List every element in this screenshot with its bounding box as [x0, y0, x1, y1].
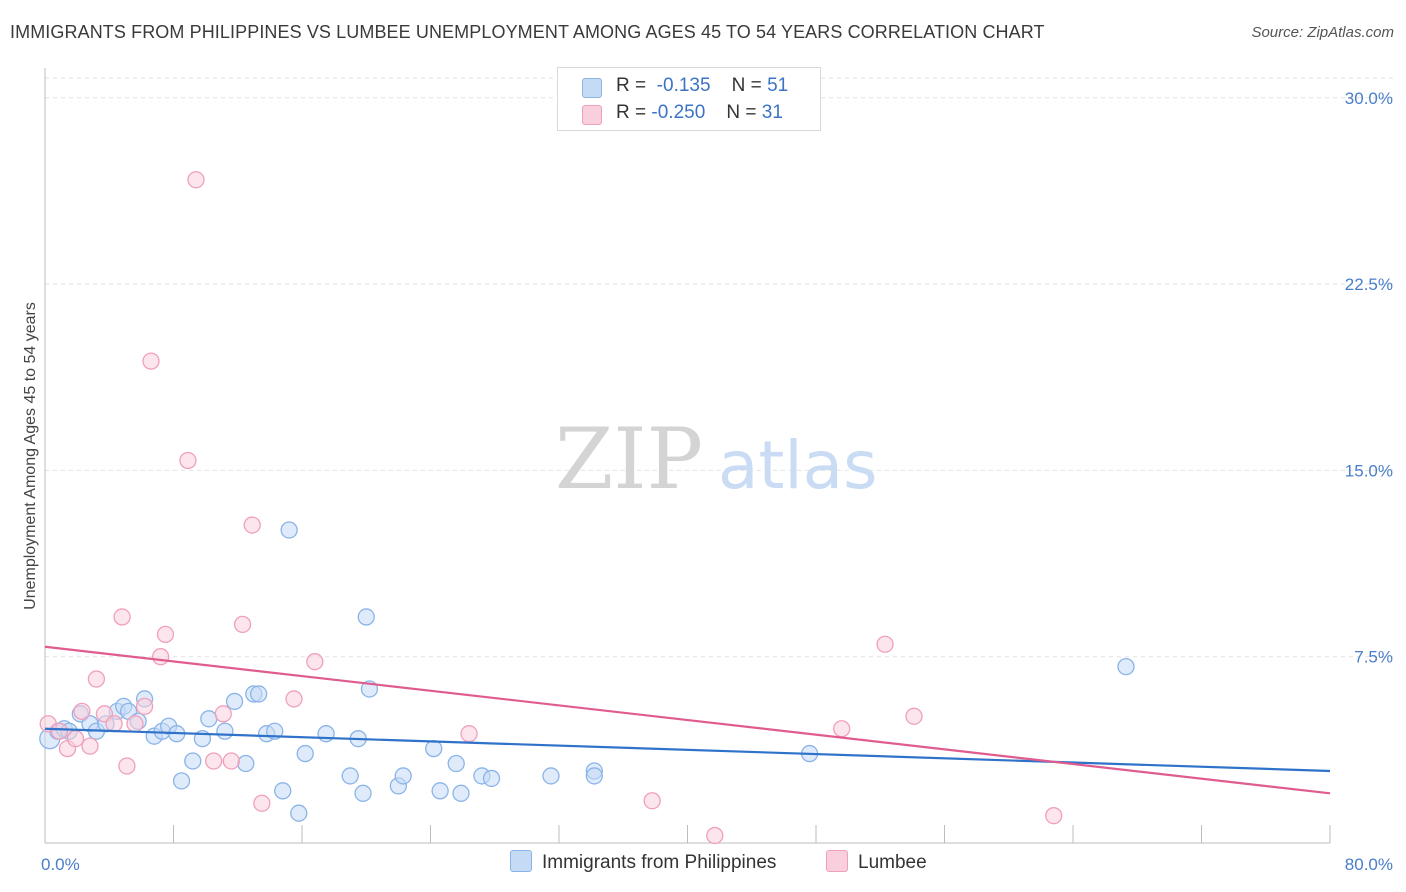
n-value: 31 — [761, 102, 783, 123]
lumbee-point — [833, 720, 851, 738]
lumbee-point — [643, 792, 661, 810]
philippines-point — [542, 767, 560, 785]
philippines-point — [482, 769, 501, 788]
philippines-point — [296, 744, 314, 763]
lumbee-point — [118, 757, 136, 775]
philippines-legend-label: Immigrants from Philippines — [542, 852, 777, 873]
philippines-point — [225, 692, 244, 711]
philippines-point — [341, 767, 359, 785]
r-label: R = — [616, 75, 647, 96]
lumbee-point — [205, 752, 223, 770]
lumbee-point — [1045, 807, 1063, 825]
philippines-point — [317, 725, 335, 743]
lumbee-point — [876, 635, 894, 653]
y-tick-label: 22.5% — [1345, 275, 1393, 294]
n-label: N = — [726, 102, 757, 123]
lumbee-point — [66, 730, 85, 748]
lumbee-legend-label: Lumbee — [858, 852, 927, 873]
n-label: N = — [731, 75, 762, 96]
trend-lines — [44, 645, 1331, 795]
r-value: -0.135 — [656, 75, 711, 96]
lumbee-point — [87, 670, 106, 688]
philippines-point — [274, 782, 292, 800]
philippines-point — [452, 784, 470, 802]
philippines-point — [280, 521, 298, 539]
lumbee-legend-swatch — [826, 850, 848, 872]
chart-title: IMMIGRANTS FROM PHILIPPINES VS LUMBEE UN… — [10, 22, 1045, 42]
lumbee-point — [73, 702, 91, 720]
lumbee-point — [905, 707, 923, 725]
philippines-point — [394, 767, 412, 785]
lumbee-point — [222, 752, 240, 770]
lumbee-trend-line — [44, 645, 1331, 795]
r-value: -0.250 — [651, 102, 706, 123]
philippines-point — [249, 685, 268, 703]
lumbee-point — [135, 697, 154, 716]
lumbee-point — [126, 715, 144, 733]
n-value: 51 — [767, 75, 789, 96]
x-tick-label-min: 0.0% — [41, 855, 80, 874]
philippines-point — [1117, 657, 1135, 676]
lumbee-swatch — [582, 105, 602, 125]
lumbee-point — [253, 794, 271, 812]
lumbee-point — [233, 615, 252, 634]
philippines-point — [585, 767, 603, 785]
philippines-point — [357, 608, 375, 626]
y-tick-label: 15.0% — [1345, 461, 1393, 480]
philippines-trend-line — [44, 727, 1331, 773]
r-label: R = — [616, 102, 647, 123]
axes — [44, 68, 1331, 844]
philippines-point — [184, 752, 202, 770]
legend-item-lumbee: Lumbee — [826, 850, 927, 874]
data-points — [39, 171, 1135, 845]
x-tick-label-max: 80.0% — [1345, 855, 1393, 874]
grid-lines — [45, 77, 1393, 658]
philippines-point — [431, 782, 449, 800]
lumbee-point — [243, 516, 261, 534]
lumbee-point — [460, 725, 478, 743]
lumbee-point — [285, 690, 303, 708]
lumbee-point — [142, 352, 160, 370]
lumbee-point — [151, 648, 170, 666]
lumbee-point — [187, 171, 205, 189]
philippines-swatch — [582, 78, 602, 98]
y-axis-title: Unemployment Among Ages 45 to 54 years — [22, 302, 39, 610]
lumbee-point — [50, 722, 69, 740]
philippines-point — [216, 722, 234, 740]
watermark-zip: ZIP — [555, 410, 703, 508]
lumbee-point — [179, 451, 197, 470]
lumbee-point — [105, 715, 123, 733]
source-label: Source: ZipAtlas.com — [1251, 24, 1394, 41]
philippines-legend-swatch — [510, 850, 532, 872]
y-tick-label: 30.0% — [1345, 89, 1393, 108]
y-tick-label: 7.5% — [1354, 648, 1393, 667]
watermark-atlas: atlas — [718, 427, 878, 504]
philippines-point — [290, 804, 308, 822]
philippines-point — [172, 772, 191, 790]
correlation-legend: R = -0.135 N = 51 R = -0.250 N = 31 — [557, 67, 821, 131]
lumbee-point — [113, 608, 131, 626]
philippines-point — [354, 784, 372, 802]
lumbee-point — [81, 737, 99, 755]
lumbee-point — [214, 705, 232, 723]
philippines-point — [425, 739, 443, 758]
lumbee-point — [706, 826, 724, 845]
philippines-point — [447, 754, 465, 773]
lumbee-point — [306, 653, 324, 671]
legend-item-philippines: Immigrants from Philippines — [510, 850, 776, 874]
philippines-point — [200, 710, 218, 728]
tick-labels: 7.5% 15.0% 22.5% 30.0% 0.0% 80.0% — [41, 89, 1393, 874]
philippines-point — [237, 754, 255, 773]
lumbee-point — [156, 625, 175, 643]
watermark: ZIP atlas — [555, 410, 878, 508]
